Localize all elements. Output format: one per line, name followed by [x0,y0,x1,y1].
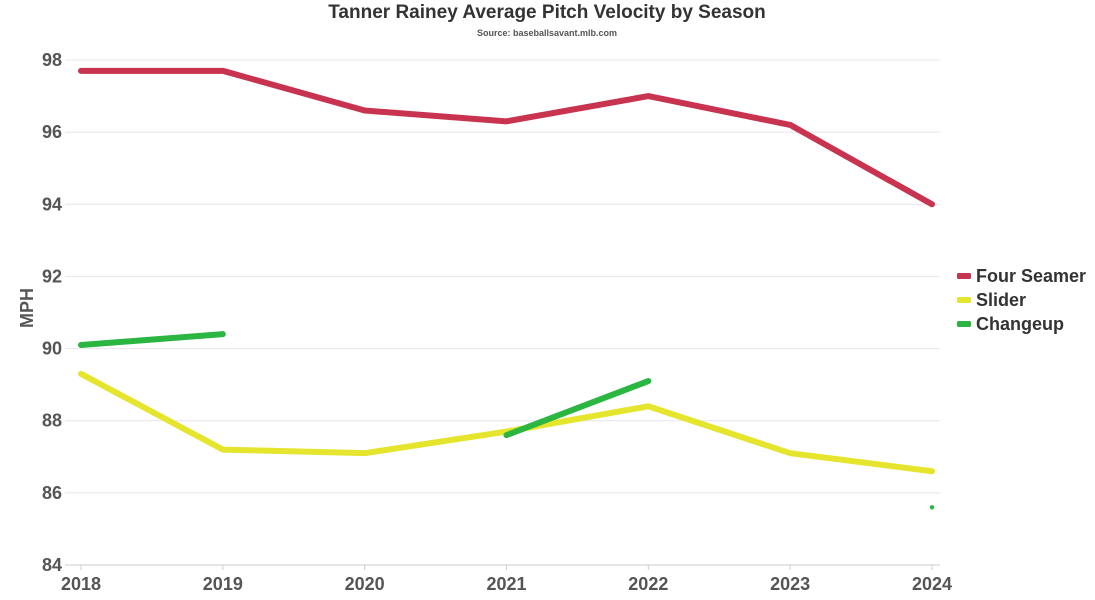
y-tick-label: 94 [42,194,62,214]
x-tick-labels: 2018 2019 2020 2021 2022 2023 2024 [61,574,952,594]
chart-title: Tanner Rainey Average Pitch Velocity by … [328,2,766,23]
series-four-seamer [78,67,935,208]
line-slider [78,370,935,475]
x-tick-label: 2019 [203,574,243,594]
x-tick-label: 2018 [61,574,101,594]
y-tick-label: 98 [42,50,62,70]
series-slider [78,370,935,475]
x-tick-label: 2024 [912,574,952,594]
y-tick-label: 88 [42,411,62,431]
line-changeup [503,378,652,439]
legend-label: Slider [976,290,1026,310]
series-changeup [78,331,935,510]
legend-label: Changeup [976,314,1064,334]
line-changeup [78,331,226,348]
x-tick-label: 2023 [770,574,810,594]
legend-item-changeup: Changeup [957,314,1064,334]
y-tick-label: 84 [42,555,62,575]
series-lines [78,67,935,510]
y-tick-labels: 84 86 88 90 92 94 96 98 [42,50,62,575]
y-tick-label: 90 [42,339,62,359]
legend: Four Seamer Slider Changeup [957,266,1086,334]
gridlines [65,59,940,570]
y-axis-title: MPH [17,288,37,328]
legend-swatch [957,321,971,327]
x-tick-label: 2021 [486,574,526,594]
x-tick-label: 2022 [628,574,668,594]
line-four-seamer [78,67,935,208]
legend-label: Four Seamer [976,266,1086,286]
x-tick-label: 2020 [345,574,385,594]
chart-subtitle: Source: baseballsavant.mlb.com [477,28,617,38]
legend-item-four-seamer: Four Seamer [957,266,1086,286]
data-point-changeup [929,505,935,510]
legend-swatch [957,273,971,279]
y-tick-label: 86 [42,483,62,503]
legend-swatch [957,297,971,303]
y-tick-label: 96 [42,122,62,142]
legend-item-slider: Slider [957,290,1026,310]
y-tick-label: 92 [42,266,62,286]
